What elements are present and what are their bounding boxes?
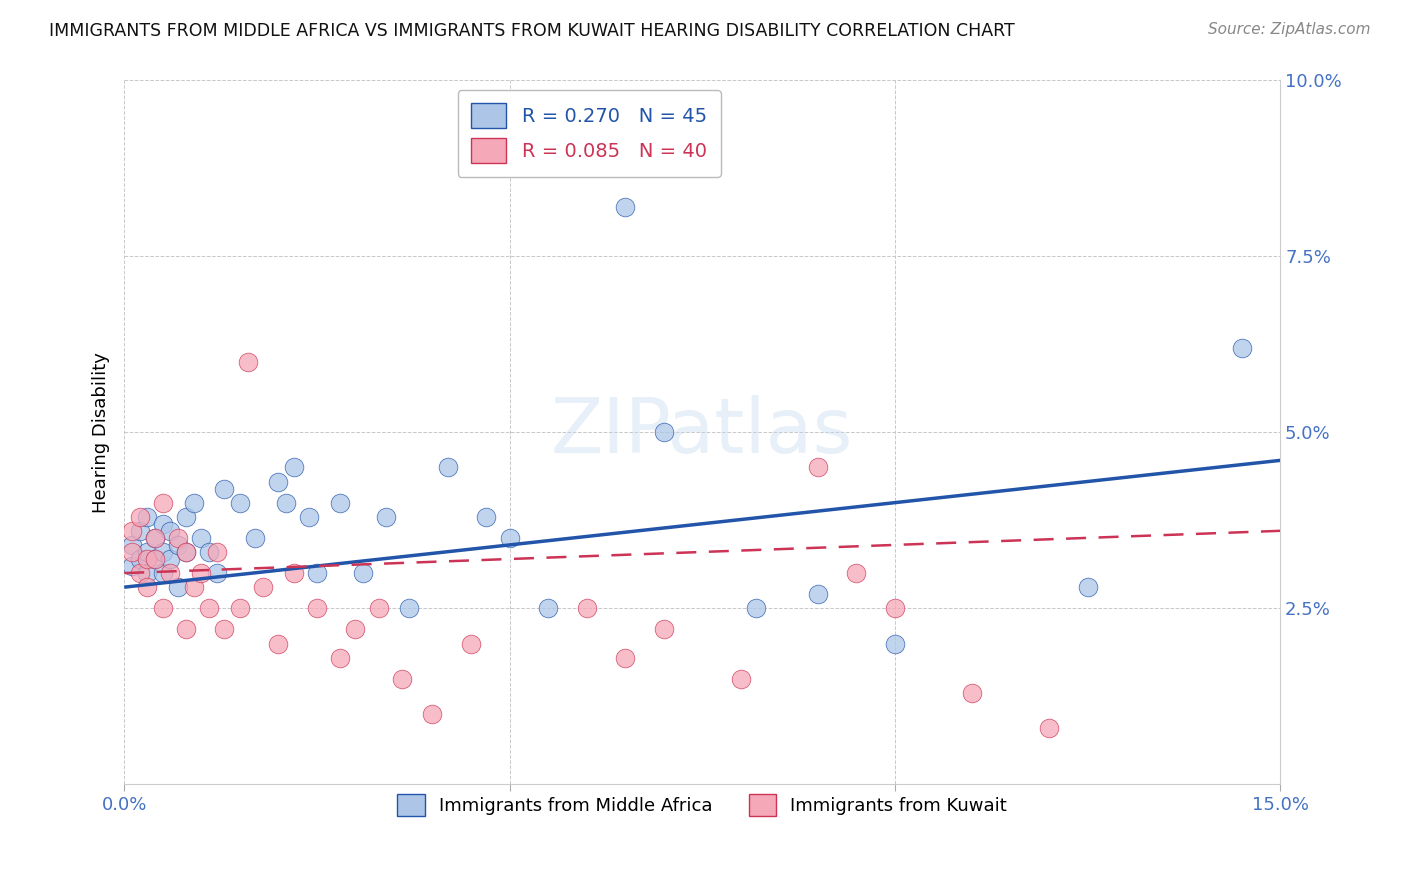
Point — [745, 601, 768, 615]
Point — [167, 580, 190, 594]
Point — [267, 636, 290, 650]
Point — [498, 531, 520, 545]
Text: IMMIGRANTS FROM MIDDLE AFRICA VS IMMIGRANTS FROM KUWAIT HEARING DISABILITY CORRE: IMMIGRANTS FROM MIDDLE AFRICA VS IMMIGRA… — [49, 22, 1015, 40]
Point — [614, 650, 637, 665]
Text: ZIPatlas: ZIPatlas — [551, 395, 853, 469]
Point — [143, 552, 166, 566]
Point — [298, 509, 321, 524]
Point — [174, 545, 197, 559]
Point — [128, 524, 150, 538]
Point — [136, 566, 159, 580]
Point — [143, 531, 166, 545]
Point — [136, 509, 159, 524]
Point — [883, 636, 905, 650]
Point — [152, 545, 174, 559]
Point — [305, 601, 328, 615]
Point — [1076, 580, 1098, 594]
Point — [143, 552, 166, 566]
Point — [214, 623, 236, 637]
Point — [305, 566, 328, 580]
Point — [136, 552, 159, 566]
Point — [845, 566, 868, 580]
Point — [190, 531, 212, 545]
Point — [198, 545, 221, 559]
Point — [422, 706, 444, 721]
Point — [652, 623, 675, 637]
Point — [190, 566, 212, 580]
Point — [183, 496, 205, 510]
Point — [283, 460, 305, 475]
Point — [267, 475, 290, 489]
Point — [391, 672, 413, 686]
Point — [128, 552, 150, 566]
Point — [437, 460, 460, 475]
Point — [344, 623, 367, 637]
Point — [329, 496, 352, 510]
Point — [960, 686, 983, 700]
Point — [1038, 721, 1060, 735]
Point — [159, 552, 181, 566]
Point — [152, 496, 174, 510]
Point — [174, 509, 197, 524]
Point — [367, 601, 389, 615]
Point — [174, 545, 197, 559]
Point — [329, 650, 352, 665]
Point — [236, 355, 259, 369]
Point — [245, 531, 267, 545]
Point — [229, 496, 252, 510]
Point — [475, 509, 498, 524]
Point — [205, 545, 228, 559]
Point — [167, 538, 190, 552]
Point — [205, 566, 228, 580]
Point — [652, 425, 675, 440]
Point — [167, 531, 190, 545]
Point — [274, 496, 297, 510]
Point — [152, 601, 174, 615]
Point — [174, 623, 197, 637]
Point — [128, 566, 150, 580]
Point — [136, 545, 159, 559]
Point — [121, 559, 143, 574]
Point — [136, 580, 159, 594]
Point — [614, 200, 637, 214]
Y-axis label: Hearing Disability: Hearing Disability — [93, 351, 110, 513]
Point — [121, 538, 143, 552]
Point — [730, 672, 752, 686]
Legend: Immigrants from Middle Africa, Immigrants from Kuwait: Immigrants from Middle Africa, Immigrant… — [388, 785, 1017, 825]
Text: Source: ZipAtlas.com: Source: ZipAtlas.com — [1208, 22, 1371, 37]
Point — [375, 509, 398, 524]
Point — [152, 516, 174, 531]
Point — [183, 580, 205, 594]
Point — [121, 545, 143, 559]
Point — [128, 509, 150, 524]
Point — [159, 566, 181, 580]
Point — [143, 531, 166, 545]
Point — [537, 601, 560, 615]
Point — [460, 636, 482, 650]
Point — [807, 460, 830, 475]
Point — [807, 587, 830, 601]
Point — [159, 524, 181, 538]
Point — [252, 580, 274, 594]
Point — [283, 566, 305, 580]
Point — [398, 601, 420, 615]
Point — [575, 601, 598, 615]
Point — [883, 601, 905, 615]
Point — [214, 482, 236, 496]
Point — [229, 601, 252, 615]
Point — [352, 566, 374, 580]
Point — [1230, 341, 1253, 355]
Point — [198, 601, 221, 615]
Point — [152, 566, 174, 580]
Point — [121, 524, 143, 538]
